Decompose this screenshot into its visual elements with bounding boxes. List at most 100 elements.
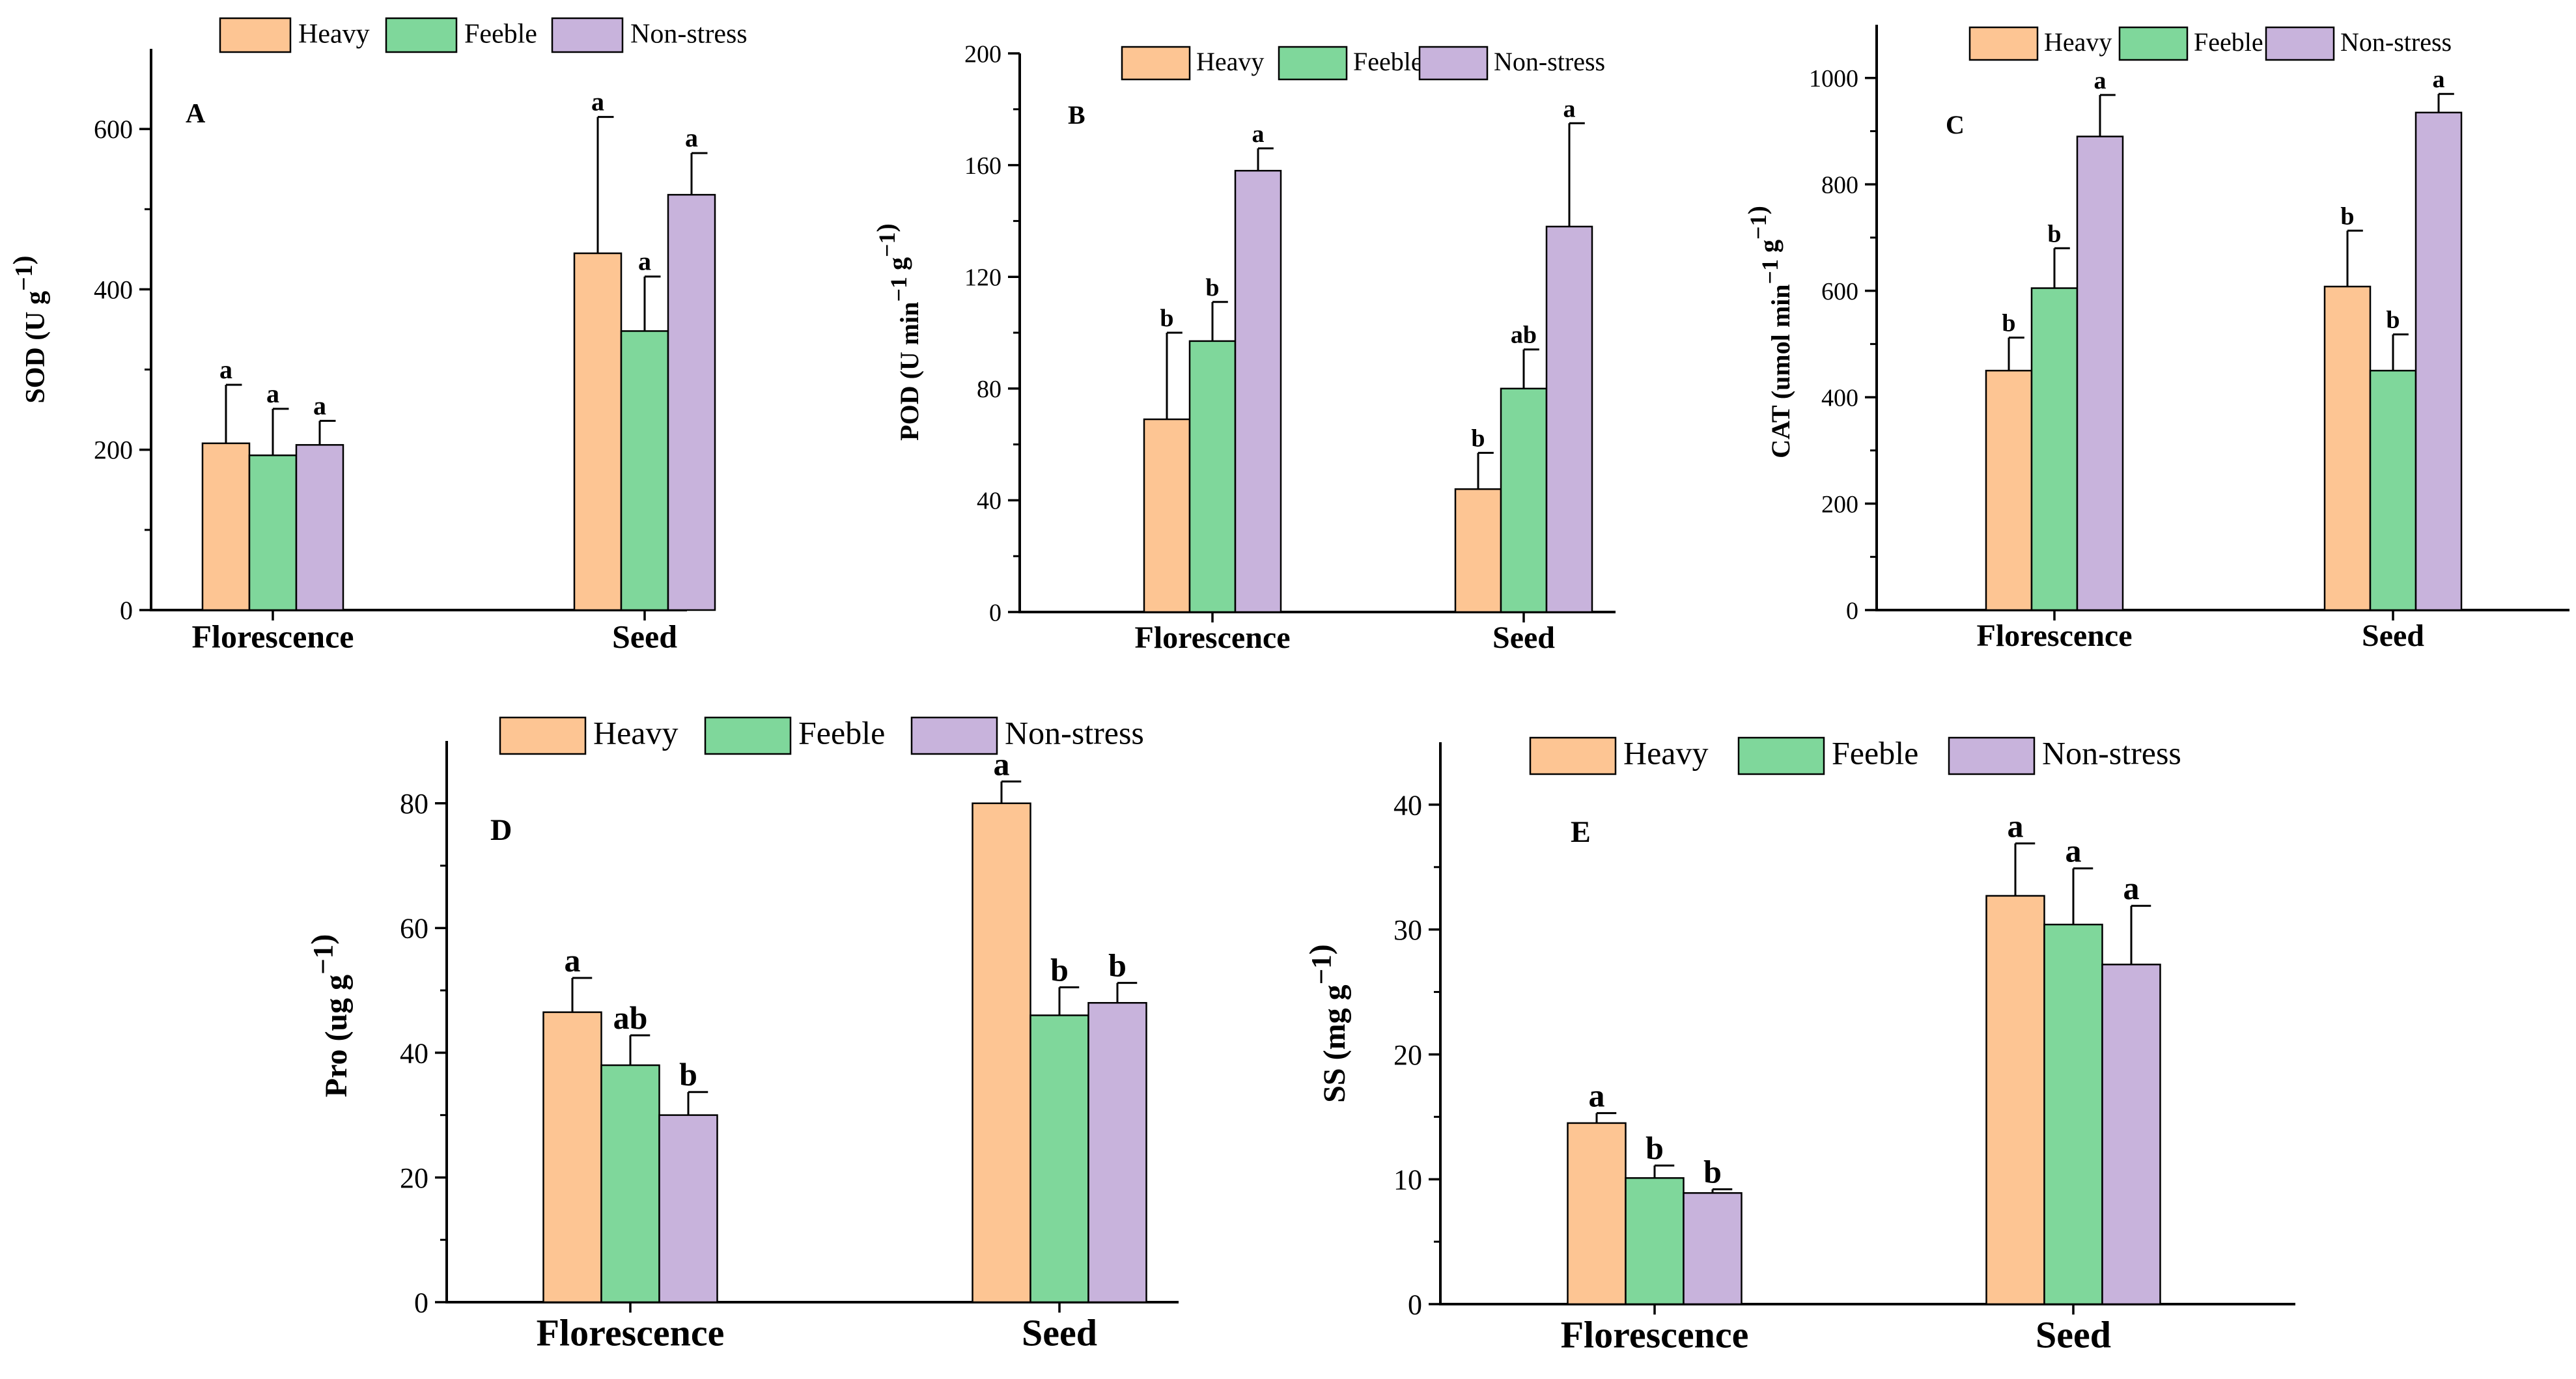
bar (2101, 964, 2161, 1305)
legend-label: Non-stress (1005, 714, 1144, 751)
bar (2369, 369, 2417, 611)
bar (1234, 169, 1282, 613)
bar (1454, 488, 1502, 613)
legend-swatch (1121, 46, 1191, 81)
bar (620, 330, 669, 611)
x-category-label: Florescence (537, 1312, 725, 1354)
y-tick-label: 0 (1408, 1288, 1422, 1320)
significance-label: b (1108, 947, 1127, 984)
bar (2076, 135, 2124, 611)
bar (1500, 387, 1548, 613)
significance-label: b (2386, 307, 2400, 334)
legend-swatch (551, 17, 624, 53)
significance-label: a (2433, 66, 2445, 93)
legend-label: Heavy (2044, 27, 2112, 57)
bar (972, 802, 1031, 1303)
y-tick-label: 60 (400, 913, 428, 945)
legend-label: Heavy (1196, 47, 1264, 76)
x-category-label: Seed (2036, 1314, 2111, 1356)
bar (201, 442, 251, 611)
significance-label: a (266, 379, 279, 408)
significance-label: b (2340, 202, 2354, 230)
y-tick-label: 800 (1821, 171, 1858, 199)
panel-letter: B (1068, 100, 1085, 130)
legend-label: Heavy (593, 714, 679, 751)
bar (295, 444, 344, 611)
panel-letter: D (490, 813, 512, 846)
y-tick-label: 600 (94, 115, 133, 144)
legend-swatch (910, 716, 998, 755)
significance-label: a (2094, 67, 2107, 94)
y-tick-label: 400 (1821, 384, 1858, 411)
significance-label: b (1471, 425, 1485, 452)
significance-label: b (1703, 1154, 1722, 1190)
y-tick-label: 200 (964, 40, 1001, 68)
bar (1087, 1002, 1147, 1303)
significance-label: b (2047, 220, 2061, 247)
significance-label: b (1645, 1130, 1664, 1166)
panel-letter: C (1946, 110, 1965, 139)
bar (1545, 225, 1593, 613)
legend-label: Feeble (2194, 27, 2263, 57)
significance-label: a (1589, 1078, 1605, 1114)
y-tick-label: 20 (400, 1162, 428, 1194)
legend-swatch (1418, 46, 1489, 81)
significance-label: ab (1511, 322, 1537, 349)
significance-label: b (2002, 310, 2015, 337)
legend-swatch (2118, 26, 2189, 61)
bar (1567, 1122, 1627, 1305)
y-tick-label: 80 (400, 788, 428, 820)
significance-label: a (638, 247, 651, 276)
legend-label: Feeble (464, 19, 537, 49)
legend-swatch (1948, 736, 2036, 775)
legend-label: Feeble (1353, 47, 1423, 76)
significance-label: a (1563, 95, 1576, 122)
legend-swatch (704, 716, 792, 755)
panel-letter: E (1571, 815, 1591, 848)
significance-label: b (1050, 951, 1069, 988)
y-tick-label: 40 (400, 1037, 428, 1069)
x-category-label: Florescence (192, 619, 354, 655)
panel-e: 0 10 20 30 40 Florescence Seed a b b a a a Heavy Feebl… (1303, 734, 2295, 1356)
significance-label: a (2008, 807, 2024, 844)
bar (600, 1064, 660, 1303)
bar (2043, 923, 2103, 1305)
bar (1188, 340, 1237, 613)
bar (667, 193, 716, 611)
bar (1143, 418, 1191, 613)
y-tick-label: 40 (977, 488, 1001, 515)
significance-label: a (2065, 833, 2082, 869)
bar (1985, 895, 2045, 1305)
y-tick-label: 160 (964, 152, 1001, 180)
legend-swatch (1278, 46, 1348, 81)
legend-swatch (1968, 26, 2039, 61)
y-tick-label: 0 (989, 599, 1001, 626)
x-category-label: Seed (612, 619, 677, 655)
bar (542, 1011, 602, 1303)
x-category-label: Florescence (1135, 620, 1291, 655)
bar (2323, 285, 2372, 611)
legend-label: Non-stress (2042, 734, 2181, 771)
legend-label: Non-stress (630, 19, 748, 49)
y-tick-label: 30 (1393, 914, 1422, 946)
significance-label: b (679, 1056, 697, 1093)
x-category-label: Seed (1022, 1312, 1097, 1354)
y-axis-label: POD (U min−1 g−1) (871, 223, 924, 441)
significance-label: a (685, 123, 698, 152)
panel-letter: A (186, 99, 206, 129)
bar (658, 1114, 718, 1303)
y-tick-label: 0 (1846, 597, 1858, 624)
x-category-label: Seed (2362, 619, 2424, 653)
legend-swatch (2265, 26, 2335, 61)
y-tick-label: 80 (977, 376, 1001, 403)
y-axis-label: SS (mg g−1) (1303, 944, 1352, 1103)
y-axis-label: CAT (umol min−1 g−1) (1743, 206, 1795, 458)
bar (1625, 1177, 1685, 1305)
bar (573, 252, 623, 611)
y-tick-label: 40 (1393, 789, 1422, 821)
legend-swatch (1737, 736, 1825, 775)
y-axis-label: SOD (U g−1) (8, 255, 51, 403)
y-tick-label: 20 (1393, 1039, 1422, 1071)
